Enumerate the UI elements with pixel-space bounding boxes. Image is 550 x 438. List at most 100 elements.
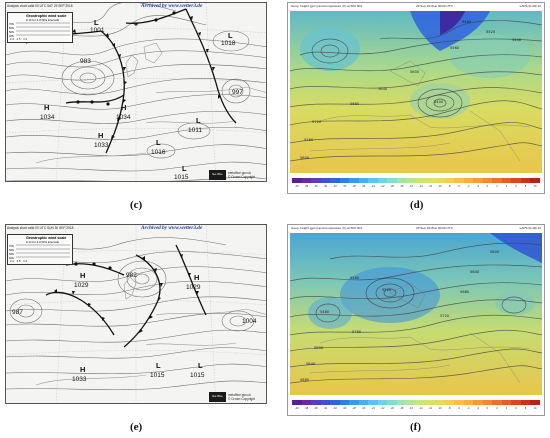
colorbar-swatch bbox=[368, 400, 378, 405]
colorbar-swatch bbox=[444, 178, 455, 183]
contour-label: 5880 bbox=[300, 378, 310, 382]
colorbar-tick-label: -16 bbox=[409, 185, 414, 188]
pressure-centre-value: 1015 bbox=[174, 174, 189, 181]
scale-lat-label: 40N bbox=[9, 35, 14, 38]
colorbar-swatch bbox=[415, 178, 426, 183]
pressure-centre-type: L bbox=[182, 164, 187, 173]
contour-label: 5600 bbox=[490, 250, 500, 254]
contour-label: 5840 bbox=[306, 362, 316, 366]
colorbar-tick-label: -38 bbox=[304, 185, 309, 188]
colorbar-swatch bbox=[415, 400, 426, 405]
wind-scale-title: Geostrophic wind scale bbox=[26, 14, 67, 18]
credit-copyright: © Crown Copyright bbox=[228, 175, 255, 179]
model-500hpa-map-f: Geop. height (gpm) and temperature (C) a… bbox=[287, 224, 545, 416]
archive-credit: Archived by www.wetter3.de bbox=[141, 3, 203, 9]
colorbar-tick-label: -38 bbox=[304, 407, 309, 410]
pressure-centre-value: 1033 bbox=[72, 376, 87, 383]
colorbar-swatch bbox=[301, 178, 312, 183]
colorbar-swatch bbox=[406, 400, 416, 405]
colorbar-tick-label: -24 bbox=[371, 185, 375, 188]
colorbar-tick-label: 0 bbox=[486, 185, 489, 188]
wind-scale-ticks: 40 25 10 bbox=[10, 260, 29, 263]
pressure-centre-type: H bbox=[98, 131, 104, 140]
pressure-centre-value: 1015 bbox=[150, 372, 165, 379]
model-map-title: Geop. height (gpm) and temperature (C) a… bbox=[291, 4, 363, 8]
colorbar-swatch bbox=[444, 400, 455, 405]
colorbar-tick-label: -36 bbox=[313, 407, 318, 410]
pressure-centre-value: 1034 bbox=[116, 114, 131, 121]
colorbar-swatch bbox=[425, 400, 435, 405]
pressure-centre-type: L bbox=[198, 361, 203, 370]
contour-label: 5400 bbox=[434, 100, 444, 104]
colorbar-tick-label: -6 bbox=[457, 185, 460, 188]
pressure-centre-value: 1015 bbox=[190, 372, 205, 379]
colorbar-swatch bbox=[387, 178, 397, 183]
pressure-centre-value: 997 bbox=[232, 89, 243, 96]
pressure-centre-type: H bbox=[121, 103, 127, 112]
model-map-title: Geop. height (gpm) and temperature (C) a… bbox=[291, 226, 363, 230]
colorbar-swatch bbox=[530, 400, 540, 405]
colorbar-tick-label: -2 bbox=[476, 407, 480, 410]
model-map-date: 30 Sep 2018 at 00:00 UTC bbox=[416, 226, 453, 230]
colorbar-tick-label: 10 bbox=[533, 407, 537, 410]
colorbar-swatch bbox=[463, 400, 474, 405]
colorbar-swatch bbox=[292, 178, 302, 183]
contour-label: 5520 bbox=[486, 30, 496, 34]
colorbar-ticks: -40 -38 -36 -34 -32 -30 -28 -26 -24 -22 -20 -18 -16-… bbox=[292, 407, 540, 410]
colorbar-tick-label: -22 bbox=[380, 407, 385, 410]
credit-url: metoffice.gov.uk bbox=[228, 393, 251, 397]
wind-scale-subtitle: in kt for 4.0 hPa intervals bbox=[26, 240, 60, 244]
isobar-map bbox=[6, 225, 266, 403]
chart-header: Analysis chart valid 00 UTC SAT 29 SEP 2… bbox=[7, 4, 73, 8]
contour-label: 5720 bbox=[440, 314, 450, 318]
subfigure-label-f: (f) bbox=[410, 421, 421, 433]
colorbar-swatch bbox=[330, 400, 340, 405]
contour-label: 5760 bbox=[352, 330, 362, 334]
colorbar-swatch bbox=[339, 178, 350, 183]
colorbar-tick-label: -28 bbox=[352, 407, 356, 410]
colorbar-tick-label: -12 bbox=[428, 407, 433, 410]
pressure-centre-value: 987 bbox=[12, 309, 23, 316]
colorbar-swatch bbox=[511, 400, 521, 405]
contour-label: 5520 bbox=[382, 288, 392, 292]
colorbar-tick-label: -30 bbox=[342, 185, 347, 188]
subfigure-label-d: (d) bbox=[410, 199, 424, 211]
colorbar-swatch bbox=[501, 178, 512, 183]
scale-lat-label: 60N bbox=[9, 249, 14, 252]
colorbar-tick-label: -8 bbox=[448, 407, 451, 410]
colorbar-tick-label: -18 bbox=[399, 407, 404, 410]
pressure-centre-value: 1034 bbox=[40, 114, 55, 121]
wind-scale-grid bbox=[16, 244, 70, 258]
pressure-centre-value: 982 bbox=[126, 272, 137, 279]
colorbar-tick-label: 0 bbox=[486, 407, 489, 410]
colorbar-swatch bbox=[349, 178, 359, 183]
scale-lat-label: 50N bbox=[9, 253, 14, 256]
scale-lat-label: 60N bbox=[9, 27, 14, 30]
colorbar-tick-label: -32 bbox=[333, 185, 337, 188]
colorbar-tick-label: -34 bbox=[323, 407, 328, 410]
pressure-centre-value: 1001 bbox=[90, 27, 105, 34]
wind-scale-title: Geostrophic wind scale bbox=[26, 236, 67, 240]
colorbar-swatch bbox=[473, 400, 483, 405]
colorbar-swatch bbox=[368, 178, 378, 183]
colorbar-tick-label: -34 bbox=[323, 185, 328, 188]
colorbar-swatch bbox=[482, 400, 493, 405]
pressure-centre-value: 983 bbox=[80, 58, 91, 65]
contour-label: 5680 bbox=[350, 102, 360, 106]
scale-lat-label: 70N bbox=[9, 245, 14, 248]
surface-analysis-chart-e: Analysis chart valid 00 UTC SUN 30 SEP 2… bbox=[5, 224, 267, 404]
colorbar-tick-label: -6 bbox=[457, 407, 460, 410]
colorbar-tick-label: 4 bbox=[505, 185, 508, 188]
contour-label: 5480 bbox=[462, 20, 472, 24]
pressure-centre-type: L bbox=[228, 31, 233, 40]
wind-scale-grid bbox=[16, 22, 70, 36]
subfigure-label-c: (c) bbox=[130, 199, 143, 211]
temperature-field: 5800 5760 5720 5680 5640 5600 5560 5520 … bbox=[290, 11, 542, 173]
colorbar-swatch bbox=[473, 178, 483, 183]
subfigure-label-e: (e) bbox=[130, 421, 143, 433]
colorbar-tick-label: -2 bbox=[476, 185, 480, 188]
colorbar-swatch bbox=[511, 178, 521, 183]
scale-lat-label: 40N bbox=[9, 257, 14, 260]
pressure-centre-type: H bbox=[194, 273, 200, 282]
contour-label: 5640 bbox=[378, 87, 388, 91]
